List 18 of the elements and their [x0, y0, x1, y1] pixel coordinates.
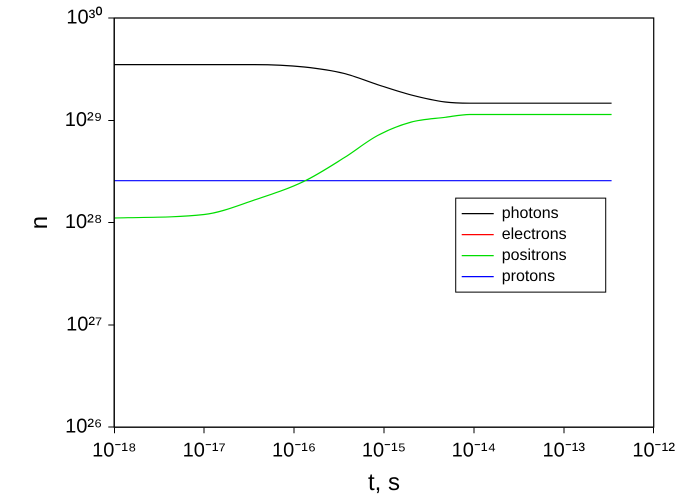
y-tick-label: 10²⁹	[64, 108, 102, 131]
y-tick-label: 10²⁷	[66, 313, 102, 336]
x-tick-label: 10⁻¹⁶	[272, 440, 316, 462]
y-tick-label: 10³⁰	[66, 6, 102, 29]
x-tick-label: 10⁻¹³	[542, 440, 586, 462]
x-axis-title: t, s	[368, 469, 400, 496]
x-tick-label: 10⁻¹²	[632, 440, 676, 462]
x-tick-label: 10⁻¹⁷	[182, 440, 226, 462]
y-tick-label: 10²⁶	[65, 416, 102, 438]
legend-label: electrons	[502, 226, 567, 244]
legend-label: photons	[502, 205, 559, 222]
legend-label: positrons	[502, 247, 567, 264]
y-axis-title: n	[26, 216, 54, 230]
x-tick-label: 10⁻¹⁴	[452, 440, 496, 462]
y-tick-label: 10²⁸	[64, 211, 102, 234]
x-tick-label: 10⁻¹⁸	[92, 440, 136, 462]
x-tick-label: 10⁻¹⁵	[362, 440, 406, 462]
legend-label: protons	[502, 268, 556, 286]
